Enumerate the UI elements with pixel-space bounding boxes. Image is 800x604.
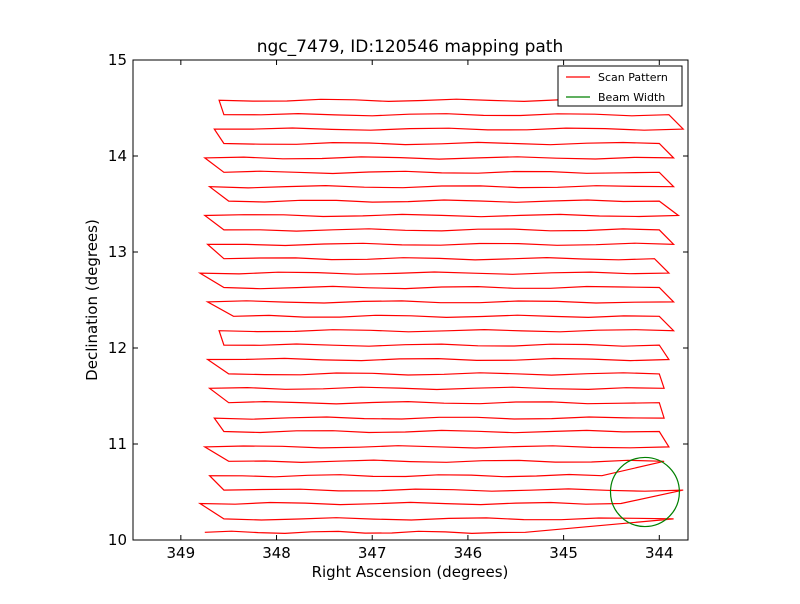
y-tick-label: 13 [108, 243, 127, 261]
axes: 349 348 347 346 345 344 10 11 12 13 14 15 [108, 51, 689, 562]
legend-box [557, 65, 683, 107]
legend: Scan Pattern Beam Width [557, 65, 683, 107]
y-tick-label: 14 [108, 147, 127, 165]
x-axis-label: Right Ascension (degrees) [312, 563, 509, 581]
legend-label: Beam Width [598, 91, 665, 104]
legend-label: Scan Pattern [598, 71, 668, 84]
beam-width-circle [609, 456, 680, 528]
y-axis-label: Declination (degrees) [83, 219, 101, 381]
x-tick-label: 347 [358, 544, 387, 562]
y-tick-label: 15 [108, 51, 127, 69]
x-tick-label: 344 [645, 544, 674, 562]
y-tick-label: 10 [108, 531, 127, 549]
scan-pattern-line [197, 98, 685, 535]
y-tick-label: 11 [108, 435, 127, 453]
x-tick-label: 349 [167, 544, 196, 562]
y-tick-label: 12 [108, 339, 127, 357]
x-tick-label: 346 [454, 544, 483, 562]
plot-frame [132, 59, 689, 541]
chart-title: ngc_7479, ID:120546 mapping path [257, 37, 564, 57]
x-tick-label: 345 [549, 544, 578, 562]
plot-clip-group [197, 98, 685, 535]
x-tick-label: 348 [262, 544, 291, 562]
plot-area [197, 98, 685, 535]
